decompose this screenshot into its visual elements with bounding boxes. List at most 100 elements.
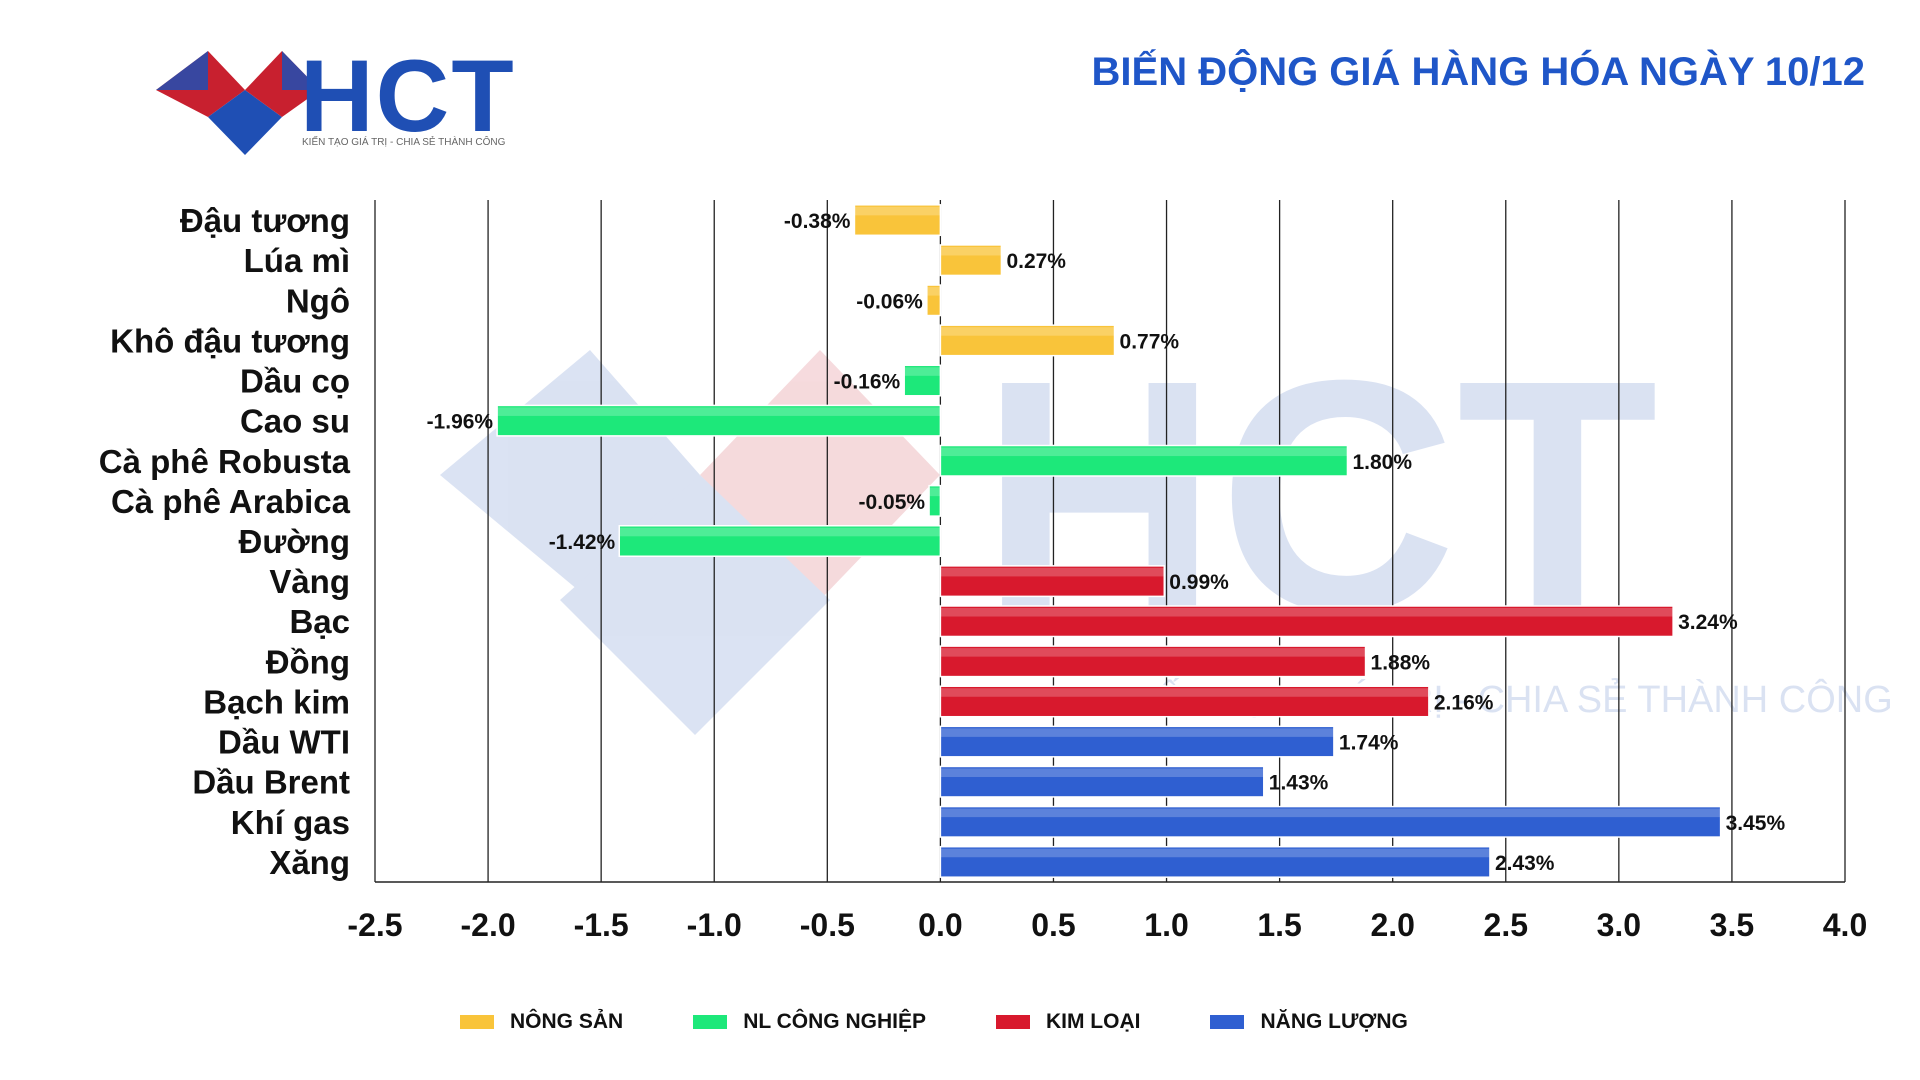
category-label: Bạc xyxy=(289,603,350,640)
category-label: Cà phê Robusta xyxy=(99,443,351,480)
data-label: 0.99% xyxy=(1169,571,1229,594)
bar-highlight xyxy=(940,688,1429,697)
x-tick-label: -1.5 xyxy=(574,907,629,943)
bar-highlight xyxy=(940,246,1002,256)
data-label: -0.38% xyxy=(784,210,851,233)
legend-item: NL CÔNG NGHIỆP xyxy=(693,1010,926,1034)
bar xyxy=(853,204,942,237)
x-tick-label: 0.0 xyxy=(918,907,962,943)
bar xyxy=(939,565,1166,598)
bar-highlight xyxy=(854,206,941,216)
bar xyxy=(939,605,1674,638)
bar-highlight xyxy=(940,768,1264,777)
bar-highlight xyxy=(926,287,941,296)
legend-swatch xyxy=(460,1015,494,1029)
bar xyxy=(939,444,1349,477)
bar-highlight xyxy=(940,648,1366,657)
legend-swatch xyxy=(995,1015,1030,1029)
bar xyxy=(496,404,942,437)
bar xyxy=(939,324,1116,357)
logo-diamond-blue-top-left xyxy=(156,51,208,90)
bars xyxy=(496,204,1722,878)
bar-highlight xyxy=(940,848,1490,858)
category-label: Dầu Brent xyxy=(192,764,350,801)
x-tick-label: 4.0 xyxy=(1823,907,1867,943)
category-label: Xăng xyxy=(269,844,350,881)
bar xyxy=(903,364,942,397)
category-label: Đồng xyxy=(266,643,350,680)
legend-item: KIM LOẠI xyxy=(995,1010,1141,1034)
data-label: 1.43% xyxy=(1269,772,1329,795)
x-tick-label: 3.0 xyxy=(1597,907,1641,943)
x-tick-label: -1.0 xyxy=(687,907,742,943)
category-label: Lúa mì xyxy=(244,242,350,279)
category-label: Dầu cọ xyxy=(240,363,350,400)
bar-highlight xyxy=(497,407,941,416)
bar xyxy=(618,525,942,557)
data-label: -0.06% xyxy=(856,290,923,313)
bar-highlight xyxy=(940,607,1674,617)
legend-item: NÔNG SẢN xyxy=(460,1010,623,1034)
logo-diamond-blue-top-right xyxy=(282,51,320,90)
data-label: -0.16% xyxy=(834,371,901,394)
bar xyxy=(939,645,1367,678)
bar-highlight xyxy=(940,327,1115,336)
x-tick-label: -0.5 xyxy=(800,907,855,943)
bar-highlight xyxy=(929,487,941,497)
bar-highlight xyxy=(940,808,1721,818)
legend-label: NÔNG SẢN xyxy=(510,1010,624,1033)
bar-highlight xyxy=(904,367,941,376)
x-tick-label: -2.0 xyxy=(461,907,516,943)
bar xyxy=(926,284,942,317)
legend-item: NĂNG LƯỢNG xyxy=(1210,1010,1408,1034)
legend-label: NĂNG LƯỢNG xyxy=(1260,1010,1408,1033)
page-title: BIẾN ĐỘNG GIÁ HÀNG HÓA NGÀY 10/12 xyxy=(1091,50,1865,94)
data-label: 1.80% xyxy=(1352,451,1412,474)
data-label: 2.16% xyxy=(1434,691,1494,714)
data-label: 3.24% xyxy=(1678,611,1738,634)
bar xyxy=(939,805,1722,838)
category-label: Ngô xyxy=(286,282,350,319)
data-label: 0.27% xyxy=(1006,250,1066,273)
brand-name: HCT xyxy=(300,39,516,153)
bar xyxy=(939,244,1003,277)
category-label: Khô đậu tương xyxy=(110,322,350,359)
data-label: 0.77% xyxy=(1120,330,1180,353)
category-label: Đường xyxy=(238,523,350,560)
category-label: Cao su xyxy=(240,403,350,440)
data-labels: -0.38% 0.27% -0.06% 0.77% -0.16% -1.96% 1.80% -… xyxy=(427,210,1786,875)
legend-label: NL CÔNG NGHIỆP xyxy=(743,1010,926,1033)
category-label: Đậu tương xyxy=(180,202,350,239)
bar xyxy=(939,725,1335,758)
x-tick-label: 3.5 xyxy=(1710,907,1754,943)
bar xyxy=(939,765,1265,798)
bar xyxy=(939,685,1430,718)
data-label: -1.42% xyxy=(549,531,616,554)
x-tick-label: 0.5 xyxy=(1031,907,1075,943)
x-tick-label: 2.0 xyxy=(1370,907,1414,943)
category-label: Cà phê Arabica xyxy=(111,483,351,520)
bar xyxy=(928,484,942,517)
data-label: -0.05% xyxy=(859,491,926,514)
legend-swatch xyxy=(1210,1015,1245,1029)
legend: NÔNG SẢN NL CÔNG NGHIỆP KIM LOẠI NĂNG LƯỢNG xyxy=(460,1010,1478,1034)
x-tick-label: 2.5 xyxy=(1484,907,1528,943)
brand-tagline: KIẾN TẠO GIÁ TRỊ - CHIA SẺ THÀNH CÔNG xyxy=(302,137,506,148)
bar-highlight xyxy=(940,567,1165,577)
bar-highlight xyxy=(940,447,1348,457)
legend-swatch xyxy=(693,1015,728,1029)
bar-highlight xyxy=(940,728,1334,737)
x-tick-label: -2.5 xyxy=(347,907,402,943)
data-label: 1.74% xyxy=(1339,732,1399,755)
bar-highlight xyxy=(619,527,941,537)
data-label: -1.96% xyxy=(427,411,494,434)
data-label: 2.43% xyxy=(1495,852,1555,875)
category-label: Vàng xyxy=(269,563,350,600)
hct-logo xyxy=(156,51,320,155)
legend-label: KIM LOẠI xyxy=(1045,1010,1141,1033)
category-label: Dầu WTI xyxy=(218,724,350,761)
x-tick-label: 1.0 xyxy=(1144,907,1188,943)
data-label: 3.45% xyxy=(1726,812,1786,835)
